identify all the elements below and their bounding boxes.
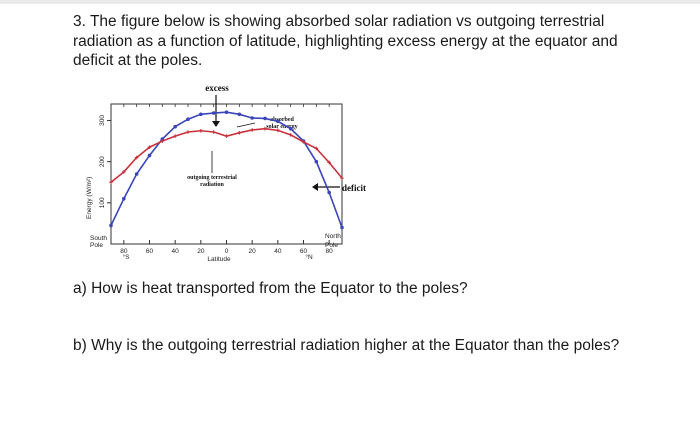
absorbed-point: [122, 196, 126, 201]
outgoing-point: [160, 139, 165, 143]
absorbed-point: [186, 117, 190, 122]
outgoing-point: [122, 170, 126, 174]
north-pole-label-line1: North: [325, 233, 341, 240]
absorbed-point: [224, 110, 229, 115]
question-part-b: b) Why is the outgoing terrestrial radia…: [73, 337, 620, 354]
absorbed-point: [147, 153, 152, 158]
outgoing-point: [288, 133, 293, 137]
absorbed-point: [250, 116, 254, 120]
y-tick-label: 300: [99, 115, 106, 126]
x-tick-label: 60: [300, 248, 308, 255]
radiation-figure: excess absorbed solar energy outgoing te…: [82, 83, 382, 273]
absorbed-label-line2: solar energy: [266, 124, 297, 130]
y-axis-title: Energy (W/m²): [86, 177, 93, 219]
x-tick-label: 80: [120, 248, 128, 255]
absorbed-point: [288, 126, 293, 131]
outgoing-point: [186, 130, 190, 134]
absorbed-point: [109, 223, 113, 228]
absorbed-point: [173, 124, 177, 129]
north-pole-label-line2: Pole: [325, 242, 338, 249]
absorbed-label-line1: absorbed: [270, 117, 294, 123]
south-pole-label-line1: South: [90, 235, 107, 242]
radiation-chart: excess absorbed solar energy outgoing te…: [86, 83, 366, 263]
x-tick-label: 40: [172, 248, 180, 255]
outgoing-label-line1: outgoing terrestrial: [187, 175, 237, 181]
y-tick-label: 200: [99, 156, 106, 167]
x-tick-label: 20: [249, 248, 257, 255]
outgoing-point: [263, 126, 267, 131]
absorbed-point: [134, 172, 139, 176]
absorbed-point: [276, 119, 280, 124]
outgoing-point: [224, 134, 229, 138]
absorbed-point: [314, 159, 319, 164]
outgoing-point: [211, 130, 216, 134]
deficit-arrowhead: [312, 183, 318, 191]
north-degree-label: °N: [305, 253, 313, 261]
top-edge-line: [0, 0, 700, 4]
plot-frame: [110, 103, 343, 245]
x-axis-title: Latitude: [207, 256, 231, 263]
question-intro: 3. The figure below is showing absorbed …: [73, 13, 618, 69]
question-part-a: a) How is heat transported from the Equa…: [73, 280, 468, 297]
outgoing-point: [147, 145, 152, 150]
y-tick-label: 100: [99, 197, 106, 208]
south-degree-label: °S: [123, 253, 131, 261]
outgoing-label-line2: radiation: [200, 182, 224, 188]
outgoing-point: [134, 155, 139, 160]
outgoing-point: [327, 160, 331, 165]
south-pole-label-line2: Pole: [90, 242, 103, 249]
absorbed-point: [199, 112, 203, 117]
outgoing-point: [109, 180, 113, 185]
outgoing-point: [237, 131, 242, 135]
excess-label: excess: [205, 83, 229, 93]
absorbed-point: [211, 111, 216, 115]
outgoing-point: [173, 134, 177, 138]
outgoing-point: [250, 128, 254, 132]
x-tick-label: 20: [197, 248, 205, 255]
absorbed-point: [327, 190, 331, 195]
absorbed-point: [263, 116, 267, 121]
x-tick-label: 40: [274, 248, 282, 255]
absorbed-point: [340, 225, 344, 230]
outgoing-point: [276, 128, 280, 133]
x-tick-label: 0: [225, 248, 229, 255]
outgoing-point: [314, 146, 319, 151]
excess-arrowhead: [212, 121, 220, 127]
outgoing-point: [199, 128, 203, 133]
x-tick-label: 60: [146, 248, 154, 255]
deficit-label: deficit: [342, 183, 366, 193]
outgoing-point: [340, 176, 344, 180]
absorbed-leader: [236, 122, 256, 128]
outgoing-point: [301, 140, 306, 144]
absorbed-point: [237, 112, 242, 117]
x-tick-label: 80: [326, 248, 334, 255]
